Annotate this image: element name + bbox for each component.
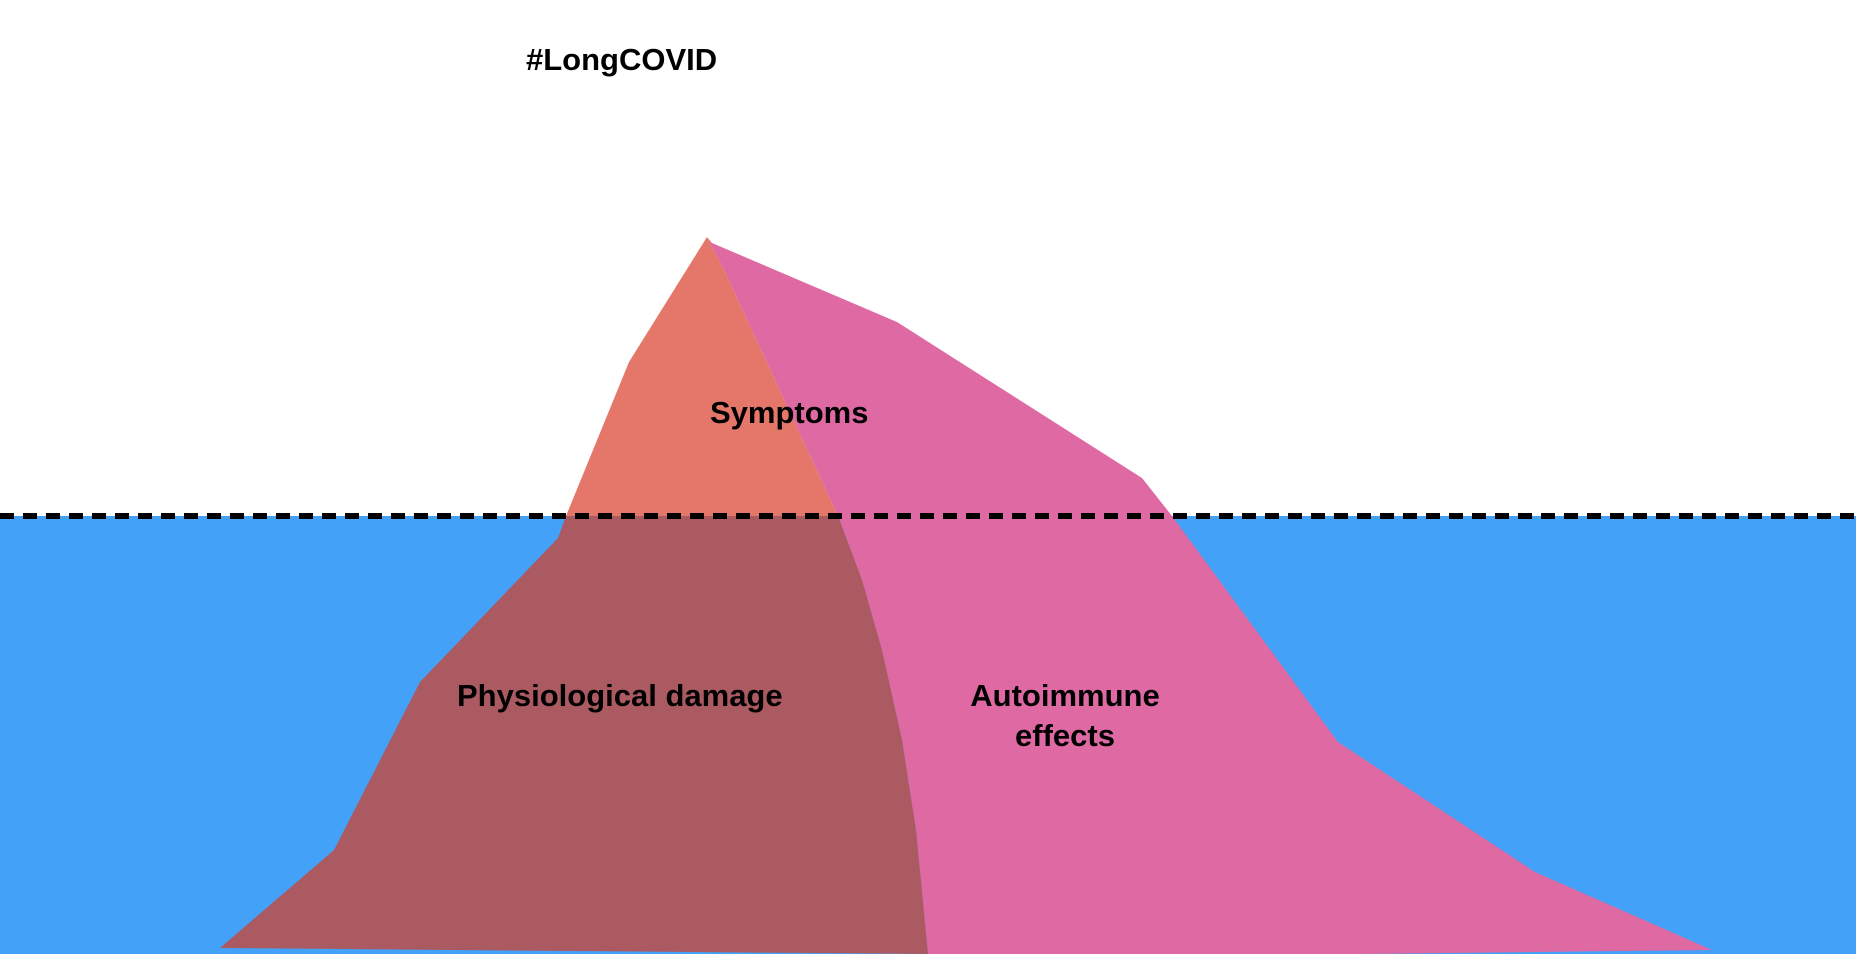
page-title: #LongCOVID <box>526 42 718 77</box>
symptoms-label: Symptoms <box>710 395 869 430</box>
autoimmune-effects-label: Autoimmune effects <box>970 678 1160 753</box>
physiological-damage-region <box>220 516 928 954</box>
symptoms-region <box>566 237 838 516</box>
physiological-damage-label: Physiological damage <box>457 678 783 713</box>
autoimmune-region <box>707 237 1712 954</box>
